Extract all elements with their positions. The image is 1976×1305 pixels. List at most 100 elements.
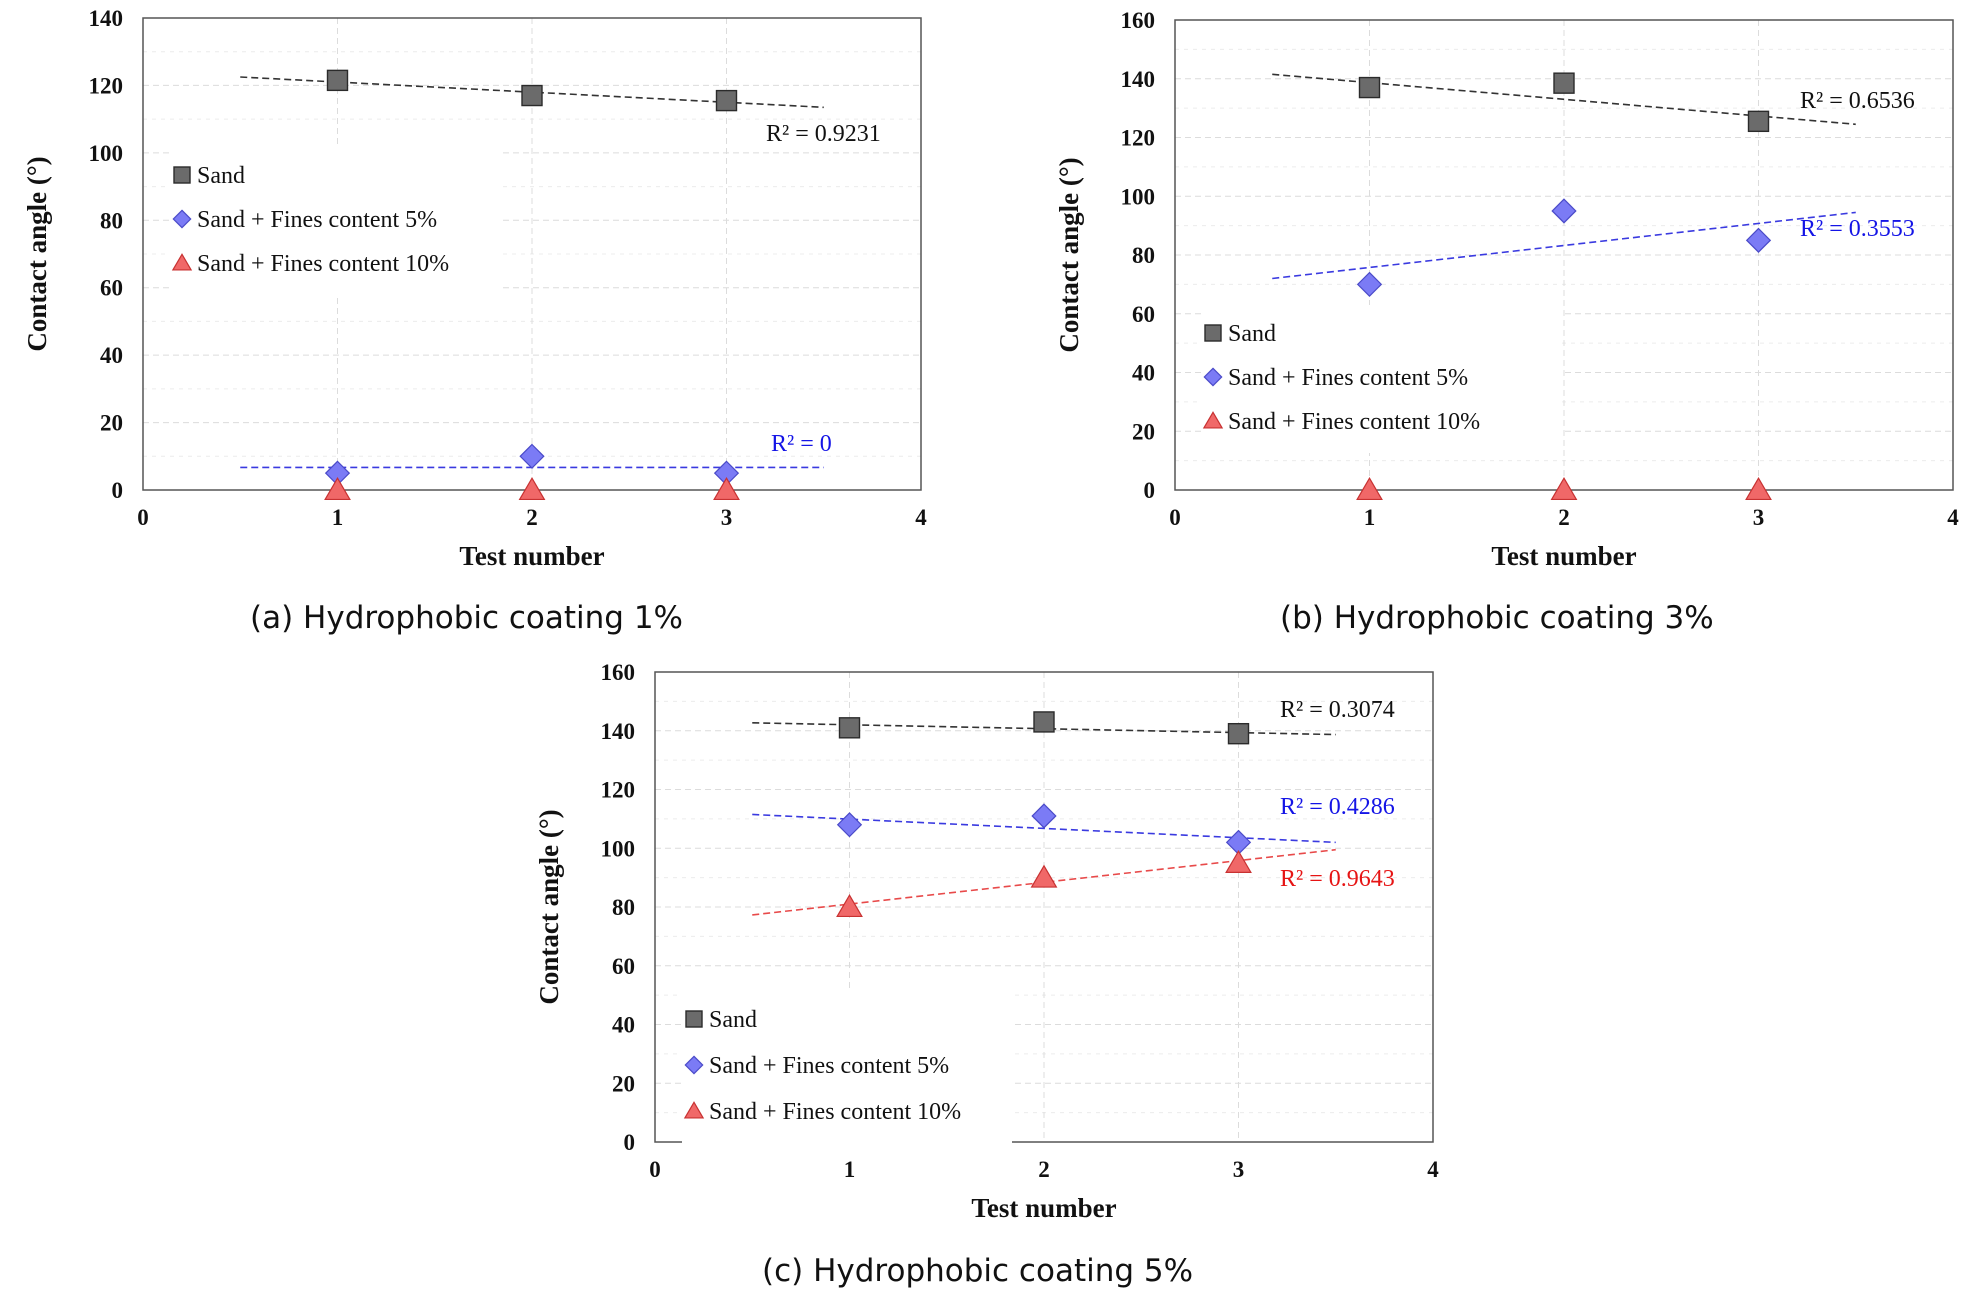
data-point-triangle [1225,849,1252,873]
legend-label: Sand + Fines content 5% [1228,365,1468,391]
x-tick-label: 0 [137,505,149,530]
data-point-square [1747,110,1770,133]
x-tick-label: 2 [1038,1157,1050,1182]
x-tick-label: 0 [1169,505,1181,530]
y-tick-label: 120 [601,778,636,803]
legend-marker-diamond [684,1055,704,1075]
trendline-diamond [1272,211,1856,280]
x-tick-label: 1 [844,1157,856,1182]
y-tick-label: 20 [100,411,123,436]
r-squared-label: R² = 0.3074 [1280,697,1395,723]
data-point-triangle [1356,477,1383,501]
legend-marker-diamond [1203,367,1223,387]
caption-c: (c) Hydrophobic coating 5% [762,1253,1194,1289]
x-tick-label: 3 [1753,505,1765,530]
data-point-diamond [519,443,545,469]
legend-label: Sand + Fines content 10% [197,251,449,277]
caption-a: (a) Hydrophobic coating 1% [250,600,684,636]
data-point-triangle [836,894,863,918]
r-squared-label: R² = 0 [771,431,832,457]
chart-panel-3: 0 20 40 60 80 100 120 140 160 0 1 2 3 4 Test number Con… [534,660,1439,1223]
y-tick-label: 20 [1132,419,1155,444]
x-tick-label: 4 [915,505,927,530]
data-point-diamond [1356,271,1383,298]
legend-marker-triangle [171,253,193,271]
y-tick-label: 140 [89,6,124,31]
legend: Sand Sand + Fines content 5% Sand + Fines … [1201,305,1561,453]
data-point-square [1227,722,1250,745]
r-squared-label: R² = 0.9643 [1280,866,1395,892]
legend-label: Sand + Fines content 5% [709,1053,949,1079]
legend-label: Sand + Fines content 10% [1228,409,1480,435]
r-squared-label: R² = 0.6536 [1800,88,1915,114]
data-point-square [521,84,543,107]
y-tick-label: 160 [601,660,636,685]
x-tick-label: 4 [1427,1157,1439,1182]
y-tick-label: 160 [1121,8,1156,33]
data-point-triangle [324,477,351,501]
legend-marker-square [685,1010,703,1028]
data-point-triangle [518,477,546,501]
legend-marker-triangle [1202,411,1224,429]
data-point-diamond [1745,227,1772,253]
legend: Sand Sand + Fines content 5% Sand + Fines … [682,991,1012,1145]
x-tick-label: 3 [1233,1157,1245,1182]
legend-marker-square [173,166,191,184]
legend-label: Sand [709,1007,757,1033]
y-tick-label: 120 [89,73,124,98]
x-axis-title: Test number [459,541,604,571]
y-tick-label: 0 [112,478,124,503]
legend-background [170,147,500,295]
y-tick-label: 60 [1132,302,1155,327]
legend: Sand Sand + Fines content 5% Sand + Fines … [170,147,500,295]
x-tick-label: 4 [1947,505,1959,530]
y-tick-label: 40 [612,1013,635,1038]
r-squared-label: R² = 0.9231 [766,121,881,147]
y-axis-title: Contact angle (°) [534,809,564,1004]
data-point-square [326,69,349,92]
x-tick-label: 2 [526,505,538,530]
chart-panel-1: 0 20 40 60 80 100 120 140 0 1 2 3 4 Test number Contac… [22,6,927,571]
x-tick-label: 0 [649,1157,661,1182]
y-tick-label: 40 [1132,361,1155,386]
x-tick-label: 2 [1558,505,1570,530]
r-squared-label: R² = 0.4286 [1280,794,1395,820]
data-point-square [1033,711,1055,733]
legend-label: Sand + Fines content 5% [197,207,437,233]
legend-label: Sand [197,163,245,189]
legend-label: Sand + Fines content 10% [709,1099,961,1125]
y-tick-label: 120 [1121,126,1156,151]
x-tick-label: 1 [332,505,344,530]
y-tick-label: 0 [1144,478,1156,503]
data-point-triangle [1550,477,1578,501]
data-point-diamond [1031,803,1057,829]
legend-background [682,991,1012,1145]
plot-frame [654,671,1434,1143]
y-tick-label: 100 [601,836,636,861]
chart-panel-2: 0 20 40 60 80 100 120 140 160 0 1 2 3 4 Test number Con… [1054,8,1959,571]
x-axis-title: Test number [971,1193,1116,1223]
x-tick-label: 1 [1364,505,1376,530]
y-tick-label: 0 [624,1130,636,1155]
data-point-triangle [713,477,740,501]
data-point-square [838,717,861,739]
data-point-triangle [1030,864,1058,888]
y-tick-label: 100 [1121,184,1156,209]
r-squared-label: R² = 0.3553 [1800,216,1915,242]
legend-marker-triangle [683,1101,705,1119]
y-tick-label: 20 [612,1071,635,1096]
legend-marker-diamond [172,209,192,229]
data-point-diamond [836,812,863,838]
caption-b: (b) Hydrophobic coating 3% [1280,600,1714,636]
data-point-square [1358,76,1381,99]
y-axis-title: Contact angle (°) [22,156,52,351]
y-tick-label: 80 [1132,243,1155,268]
y-axis-title: Contact angle (°) [1054,157,1084,352]
y-tick-label: 140 [1121,67,1156,92]
x-tick-label: 3 [721,505,733,530]
x-axis-title: Test number [1491,541,1636,571]
data-point-square [715,89,738,112]
y-tick-label: 60 [100,276,123,301]
